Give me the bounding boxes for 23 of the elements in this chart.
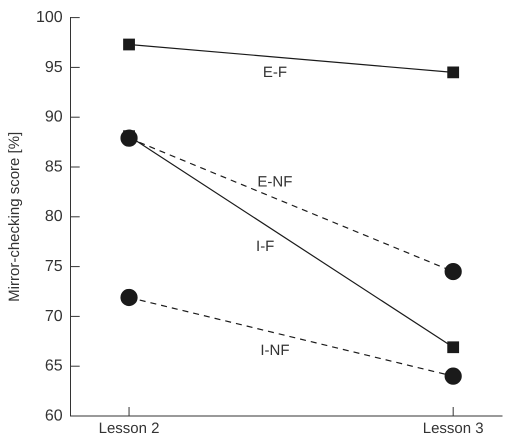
point <box>123 38 135 50</box>
series-label: I-NF <box>260 342 290 360</box>
y-tick-label: 70 <box>44 308 63 325</box>
x-tick-label: Lesson 3 <box>422 420 484 438</box>
y-tick-label: 65 <box>44 358 63 375</box>
y-tick-label: 60 <box>44 407 63 424</box>
series-label: I-F <box>256 238 274 255</box>
point <box>447 341 460 354</box>
point <box>444 368 462 385</box>
y-tick-label: 85 <box>44 158 63 176</box>
y-tick-label: 95 <box>44 58 63 76</box>
point <box>447 66 460 78</box>
point <box>444 262 462 280</box>
series-label: E-F <box>262 64 287 82</box>
series-label: E-NF <box>257 173 292 190</box>
y-tick-label: 90 <box>44 108 63 126</box>
point <box>120 130 138 147</box>
point <box>120 288 138 306</box>
x-tick-label: Lesson 2 <box>98 420 160 438</box>
y-tick-label: 100 <box>36 9 63 26</box>
y-tick-label: 80 <box>44 208 63 226</box>
y-axis-title: Mirror-checking score [%] <box>6 132 24 302</box>
y-tick-label: 75 <box>44 258 63 276</box>
